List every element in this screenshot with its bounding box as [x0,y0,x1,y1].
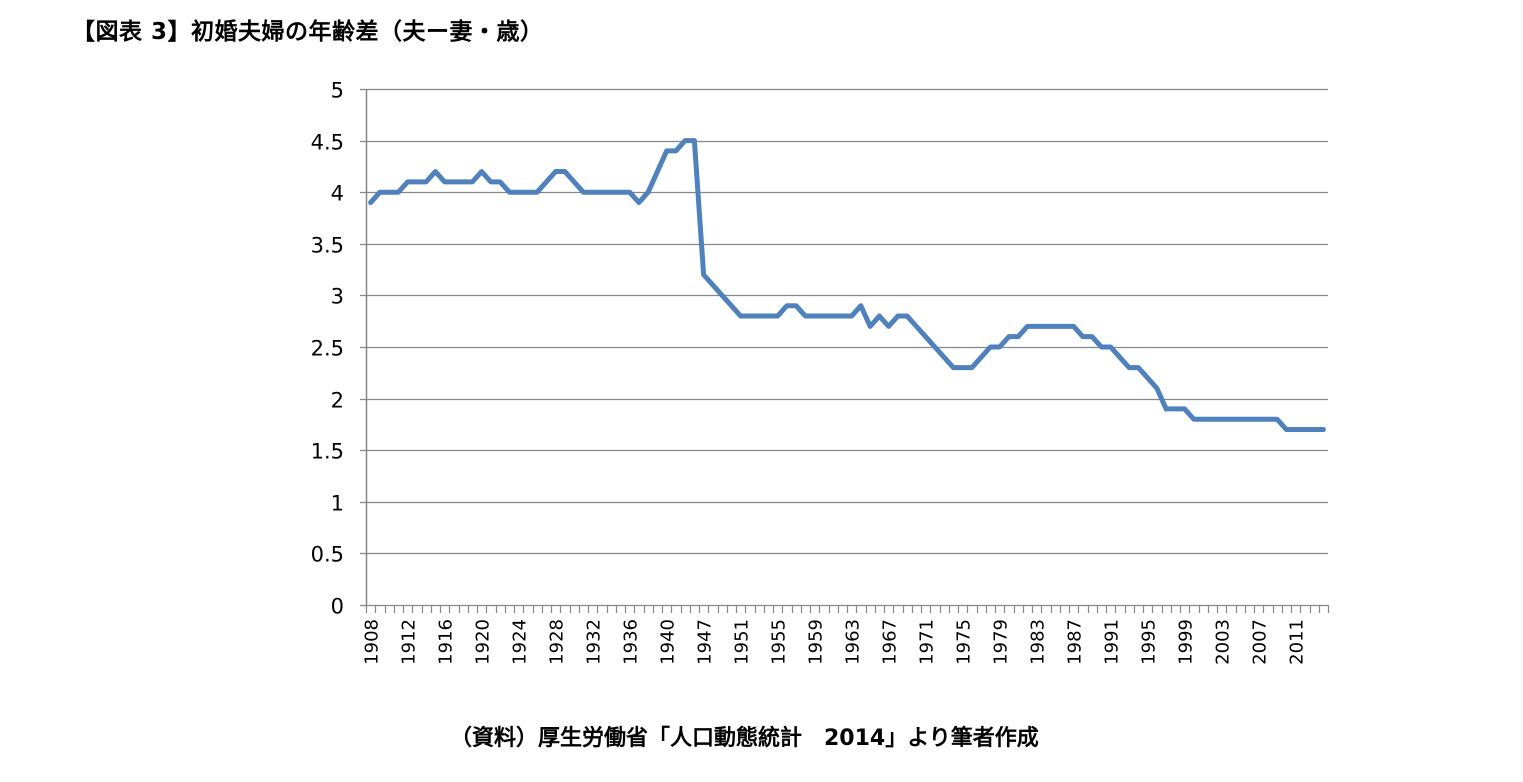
x-tick-label: 1940 [658,619,679,665]
x-tick-label: 1932 [584,619,605,665]
y-tick-label: 0 [331,595,344,619]
x-tick-label: 1912 [399,619,420,665]
x-tick-label: 1983 [1028,619,1049,665]
x-tick-label: 2007 [1250,619,1271,665]
y-tick-label: 3 [331,285,344,309]
x-tick-label: 1908 [362,619,383,665]
x-tick-label: 1979 [991,619,1012,665]
x-tick-label: 1999 [1176,619,1197,665]
y-tick-label: 2.5 [311,337,344,361]
chart-title: 【図表 3】初婚夫婦の年齢差（夫ー妻・歳） [72,19,544,45]
x-tick-label: 2011 [1287,619,1308,665]
x-tick-label: 1967 [880,619,901,665]
x-tick-label: 1959 [806,619,827,665]
x-tick-label: 1987 [1065,619,1086,665]
x-tick-label: 1916 [436,619,457,665]
x-tick-label: 1971 [917,619,938,665]
x-axis: 1908 1912 1916 1920 1924 1928 1932 1936 1940 1947… [362,605,1330,665]
y-tick-label: 0.5 [311,543,344,567]
y-tick-label: 1 [331,492,344,516]
x-tick-label: 1991 [1102,619,1123,665]
x-tick-label: 1947 [695,619,716,665]
x-tick-label: 1928 [547,619,568,665]
x-tick-label: 1936 [621,619,642,665]
y-tick-label: 5 [331,79,344,103]
y-axis: 0 0.5 1 1.5 2 2.5 3 3.5 4 4.5 5 [311,79,368,619]
data-line [368,138,1326,433]
y-tick-label: 4.5 [311,131,344,155]
y-tick-label: 1.5 [311,440,344,464]
x-tick-label: 1995 [1139,619,1160,665]
x-tick-label: 1955 [769,619,790,665]
x-tick-label: 1963 [843,619,864,665]
x-tick-label: 1975 [954,619,975,665]
x-tick-label: 2003 [1213,619,1234,665]
y-tick-label: 2 [331,389,344,413]
y-tick-label: 3.5 [311,234,344,258]
x-tick-label: 1920 [473,619,494,665]
gridlines [366,88,1328,607]
x-tick-label: 1951 [732,619,753,665]
source-note: （資料）厚生労働省「人口動態統計 2014」より筆者作成 [450,726,1039,751]
x-tick-label: 1924 [510,619,531,665]
y-tick-label: 4 [331,182,344,206]
